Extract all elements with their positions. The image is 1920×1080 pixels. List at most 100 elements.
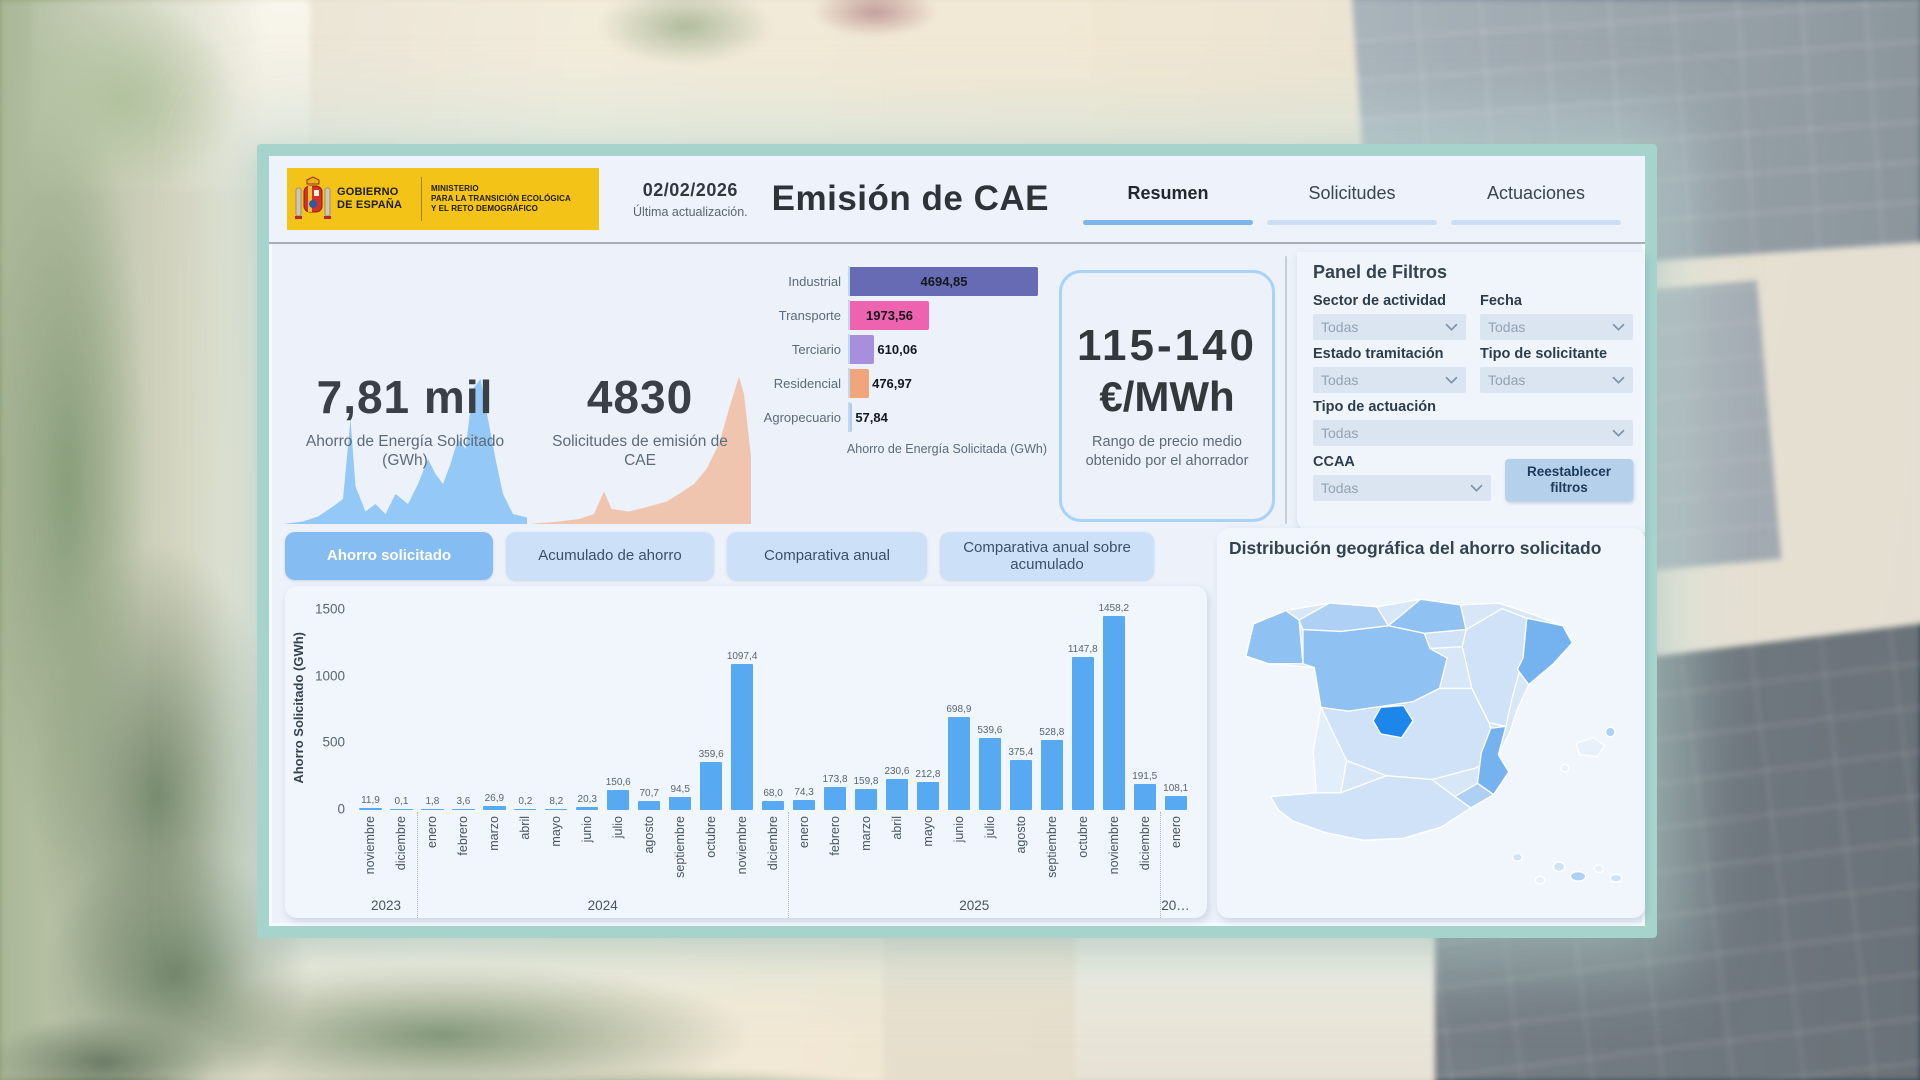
map-region-menorca[interactable]: [1604, 726, 1616, 738]
monthly-bar-plot: 11,9 0,1 1,8 3,6 26,9 0,2 8,2 20,3 150,6 70,7 94,5…: [355, 603, 1191, 810]
month-label: marzo: [858, 816, 873, 851]
price-range-value: 115-140: [1076, 321, 1258, 371]
map-region-galicia[interactable]: [1245, 609, 1304, 665]
month-label: octubre: [704, 816, 719, 858]
monthly-bar-junio[interactable]: [947, 716, 971, 810]
monthly-bar-diciembre[interactable]: [1133, 784, 1156, 810]
monthly-bar-noviembre[interactable]: [1102, 615, 1125, 810]
y-axis-ticks: 0 500 1000 1500: [311, 602, 349, 817]
monthly-bar-noviembre[interactable]: [730, 663, 754, 810]
view-tabs: Ahorro solicitado Acumulado de ahorro Co…: [285, 532, 1210, 580]
kpi-label: Solicitudes de emisión de CAE: [552, 433, 728, 470]
month-label: mayo: [549, 816, 564, 847]
filter-sector-actividad: Sector de actividad Todas: [1313, 293, 1466, 340]
sector-label: Transporte: [778, 307, 841, 323]
ccaa-dropdown[interactable]: Todas: [1313, 475, 1491, 501]
map-region-canarias-4[interactable]: [1569, 870, 1587, 882]
spain-choropleth-map: [1245, 598, 1623, 885]
bar-value-label: 159,8: [853, 775, 879, 787]
sector-bar-agropecuario[interactable]: [850, 402, 853, 432]
bar-value-label: 70,7: [639, 787, 659, 799]
monthly-bar-octubre[interactable]: [699, 762, 723, 810]
view-tab-ahorro-solicitado[interactable]: Ahorro solicitado: [285, 532, 493, 580]
map-region-mallorca[interactable]: [1575, 737, 1606, 758]
view-tab-comparativa-anual[interactable]: Comparativa anual: [727, 532, 927, 580]
sector-row: Industrial 4694,85: [755, 266, 1047, 296]
bar-value-label: 74,3: [794, 787, 814, 799]
chevron-down-icon: [1470, 484, 1483, 492]
monthly-bar-enero[interactable]: [792, 800, 816, 810]
sector-actividad-dropdown[interactable]: Todas: [1313, 314, 1466, 340]
month-label: mayo: [920, 816, 935, 847]
monthly-bar-febrero[interactable]: [452, 808, 475, 810]
monthly-bar-julio[interactable]: [978, 738, 1001, 810]
sector-label: Agropecuario: [763, 409, 841, 425]
estado-tramitacion-dropdown[interactable]: Todas: [1313, 367, 1466, 393]
sector-bar-terciario[interactable]: [850, 334, 875, 364]
y-axis-tick: 0: [337, 801, 345, 817]
view-tab-acumulado-de-ahorro[interactable]: Acumulado de ahorro: [506, 532, 714, 580]
tipo-solicitante-dropdown[interactable]: Todas: [1480, 367, 1633, 393]
map-region-ibiza[interactable]: [1560, 763, 1570, 773]
monthly-bar-mayo[interactable]: [916, 781, 940, 810]
map-region-canarias-5[interactable]: [1593, 864, 1605, 874]
month-label: diciembre: [766, 816, 781, 871]
monthly-bar-enero[interactable]: [1164, 795, 1187, 810]
sector-bar-transporte[interactable]: 1973,56: [850, 300, 930, 330]
header-tabs: Resumen Solicitudes Actuaciones: [1083, 173, 1621, 225]
monthly-bar-enero[interactable]: [421, 808, 444, 810]
chevron-down-icon: [1612, 376, 1625, 384]
tab-solicitudes[interactable]: Solicitudes: [1267, 173, 1437, 225]
sector-bar-industrial[interactable]: 4694,85: [850, 266, 1038, 296]
monthly-bar-abril[interactable]: [885, 779, 909, 810]
monthly-bar-septiembre[interactable]: [669, 797, 692, 810]
map-region-madrid[interactable]: [1372, 704, 1414, 739]
monthly-bar-diciembre[interactable]: [761, 800, 785, 810]
monthly-bar-febrero[interactable]: [823, 786, 847, 810]
sector-bar-chart: Industrial 4694,85 Transporte 1973,56 Tercia…: [755, 266, 1047, 528]
bar-value-label: 375,4: [1008, 746, 1034, 758]
bg-palms-top: [560, 0, 980, 110]
view-tab-comparativa-anual-sobre-acumulado[interactable]: Comparativa anual sobre acumulado: [940, 532, 1154, 580]
monthly-bar-octubre[interactable]: [1071, 656, 1094, 810]
monthly-bar-marzo[interactable]: [483, 806, 506, 810]
map-region-extremadura[interactable]: [1312, 706, 1348, 794]
monthly-bar-agosto[interactable]: [1009, 759, 1032, 810]
map-region-canarias-3[interactable]: [1552, 861, 1566, 873]
month-label: septiembre: [673, 816, 688, 878]
monthly-bar-septiembre[interactable]: [1040, 739, 1063, 810]
map-region-rioja-navarra[interactable]: [1423, 628, 1467, 650]
monthly-bar-junio[interactable]: [576, 807, 599, 810]
y-axis-title: Ahorro Solicitado (GWh): [291, 632, 306, 784]
monthly-bar-agosto[interactable]: [638, 800, 661, 810]
map-region-andalucia[interactable]: [1269, 775, 1472, 841]
monthly-bar-mayo[interactable]: [545, 808, 568, 810]
bar-value-label: 26,9: [484, 793, 505, 805]
map-region-cataluna[interactable]: [1516, 617, 1574, 686]
monthly-bar-diciembre[interactable]: [390, 808, 413, 810]
map-region-canarias-6[interactable]: [1609, 873, 1623, 883]
monthly-bar-marzo[interactable]: [854, 788, 878, 810]
monthly-bar-noviembre[interactable]: [359, 808, 382, 810]
monthly-bar-abril[interactable]: [514, 808, 537, 810]
map-region-canarias-2[interactable]: [1534, 875, 1546, 885]
sector-row: Agropecuario 57,84: [755, 402, 1047, 432]
price-range-panel: 115-140 €/MWh Rango de precio medio obte…: [1059, 270, 1275, 522]
sector-row: Terciario 610,06: [755, 334, 1047, 364]
tab-actuaciones[interactable]: Actuaciones: [1451, 173, 1621, 225]
sector-bar-residencial[interactable]: [850, 368, 870, 398]
sector-label: Industrial: [788, 273, 841, 289]
sector-label: Residencial: [773, 375, 841, 391]
map-region-canarias-1[interactable]: [1511, 852, 1523, 862]
month-label: enero: [1168, 816, 1183, 848]
page-title: Emisión de CAE: [771, 179, 1049, 218]
monthly-bar-julio[interactable]: [607, 789, 630, 810]
tipo-actuacion-dropdown[interactable]: Todas: [1313, 420, 1633, 446]
map-region-aragon[interactable]: [1461, 608, 1528, 728]
tab-resumen[interactable]: Resumen: [1083, 173, 1253, 225]
bar-value-label: 539,6: [977, 725, 1003, 737]
reset-filters-button[interactable]: Reestablecer filtros: [1505, 459, 1633, 501]
bar-value-label: 94,5: [670, 784, 690, 796]
month-label: agosto: [1013, 816, 1028, 854]
fecha-dropdown[interactable]: Todas: [1480, 314, 1633, 340]
